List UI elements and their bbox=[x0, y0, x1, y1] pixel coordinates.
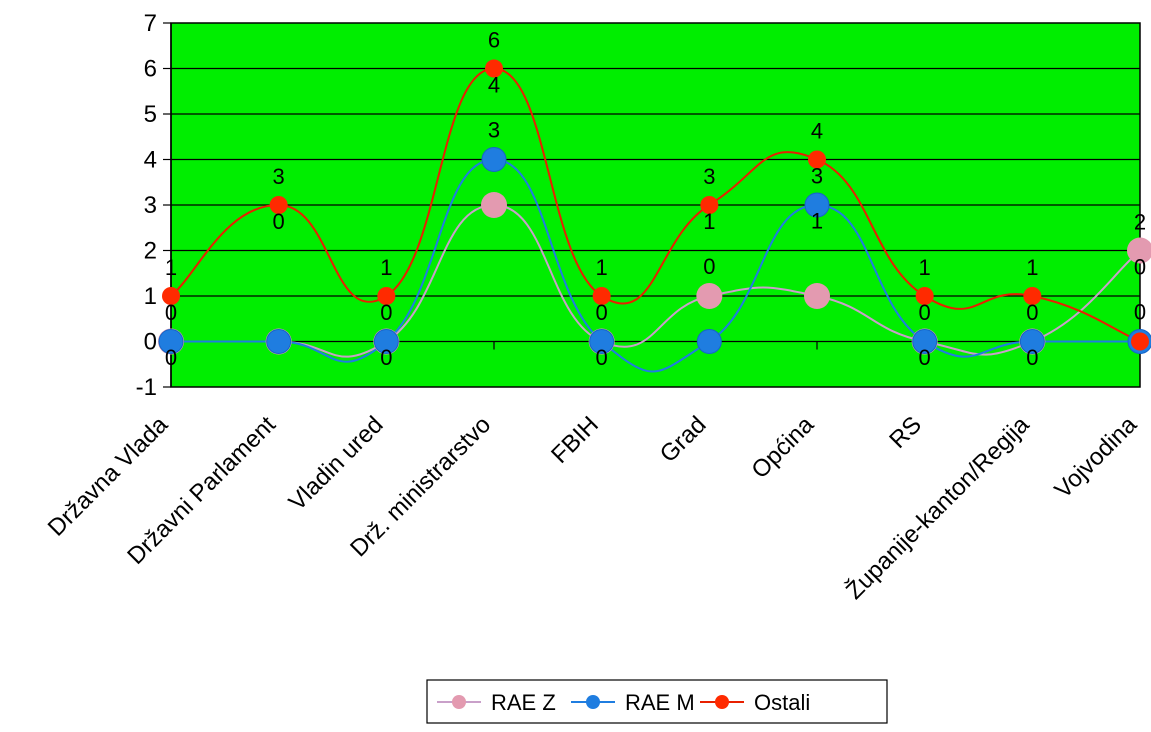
point-0 bbox=[481, 192, 507, 218]
data-label: 0 bbox=[1026, 345, 1038, 370]
series-line-0 bbox=[170, 203, 1141, 358]
point-1 bbox=[696, 329, 722, 354]
legend-label: RAE M bbox=[625, 690, 695, 715]
data-label: 0 bbox=[596, 345, 608, 370]
x-tick-label: RS bbox=[884, 411, 927, 454]
data-label: 1 bbox=[811, 209, 823, 234]
legend: RAE Z RAE M Ostali bbox=[426, 679, 888, 724]
data-label: 1 bbox=[165, 255, 177, 280]
legend-marker bbox=[715, 695, 729, 709]
data-label: 0 bbox=[1134, 255, 1146, 280]
data-label: 3 bbox=[273, 164, 285, 189]
data-label: 0 bbox=[1026, 300, 1038, 325]
data-label: 0 bbox=[703, 254, 715, 279]
data-label: 0 bbox=[165, 345, 177, 370]
data-label: 0 bbox=[1134, 300, 1146, 325]
point-2 bbox=[915, 287, 934, 305]
data-label: 0 bbox=[380, 345, 392, 370]
y-tick-label: 6 bbox=[144, 56, 157, 83]
y-tick-label: 1 bbox=[144, 283, 157, 310]
point-2 bbox=[485, 59, 503, 78]
point-0 bbox=[804, 283, 830, 309]
point-2 bbox=[1131, 332, 1149, 351]
point-2 bbox=[808, 150, 826, 169]
data-label: 2 bbox=[1134, 210, 1146, 235]
x-tick-label: Vladin ured bbox=[284, 411, 389, 516]
x-tick-label: FBIH bbox=[546, 411, 604, 469]
data-label: 0 bbox=[380, 300, 392, 325]
legend-box bbox=[426, 679, 888, 724]
data-label: 0 bbox=[919, 345, 931, 370]
y-tick-label: 5 bbox=[144, 101, 157, 128]
point-2 bbox=[700, 196, 719, 214]
point-2 bbox=[162, 287, 180, 305]
data-label: 4 bbox=[488, 73, 500, 98]
x-tick-label: Općina bbox=[746, 411, 819, 484]
data-label: 3 bbox=[811, 164, 823, 189]
data-label: 1 bbox=[380, 255, 392, 280]
data-label: 0 bbox=[596, 300, 608, 325]
point-0 bbox=[1127, 237, 1151, 264]
x-tick-label: Županije-kanton/Regija bbox=[841, 411, 1035, 605]
point-1 bbox=[481, 147, 507, 172]
y-tick-label: 2 bbox=[144, 238, 157, 265]
data-label: 1 bbox=[919, 255, 931, 280]
data-label: 1 bbox=[1026, 255, 1038, 280]
point-0 bbox=[696, 283, 723, 309]
legend-marker bbox=[586, 695, 600, 709]
point-1 bbox=[158, 329, 184, 354]
data-label: 1 bbox=[703, 209, 715, 234]
data-label: 6 bbox=[488, 28, 500, 53]
y-tick-label: 7 bbox=[144, 10, 157, 37]
point-1 bbox=[589, 329, 615, 354]
data-label: 0 bbox=[165, 300, 177, 325]
point-1 bbox=[266, 329, 292, 354]
legend-label: RAE Z bbox=[491, 690, 556, 715]
data-label: 1 bbox=[596, 255, 608, 280]
x-tick-label: Grad bbox=[655, 411, 712, 468]
data-label: 0 bbox=[273, 209, 285, 234]
y-tick-label: 0 bbox=[144, 329, 157, 356]
data-label: 4 bbox=[811, 119, 823, 144]
legend-marker bbox=[452, 695, 466, 709]
series-line-1 bbox=[170, 158, 1140, 373]
data-label: 3 bbox=[488, 118, 500, 143]
data-label: 3 bbox=[703, 164, 715, 189]
y-tick-label: 4 bbox=[144, 147, 157, 174]
point-2 bbox=[377, 287, 396, 305]
point-2 bbox=[269, 196, 288, 214]
point-2 bbox=[1023, 287, 1042, 305]
y-tick-label: 3 bbox=[144, 192, 157, 219]
series-line-2 bbox=[170, 67, 1141, 343]
point-1 bbox=[1019, 329, 1045, 354]
y-tick-label: -1 bbox=[136, 374, 157, 401]
x-tick-label: Vojvodina bbox=[1050, 411, 1143, 504]
point-1 bbox=[373, 329, 399, 354]
data-label: 0 bbox=[919, 300, 931, 325]
point-1 bbox=[912, 329, 938, 354]
legend-label: Ostali bbox=[754, 690, 810, 715]
point-1 bbox=[804, 192, 830, 218]
point-2 bbox=[592, 287, 611, 305]
